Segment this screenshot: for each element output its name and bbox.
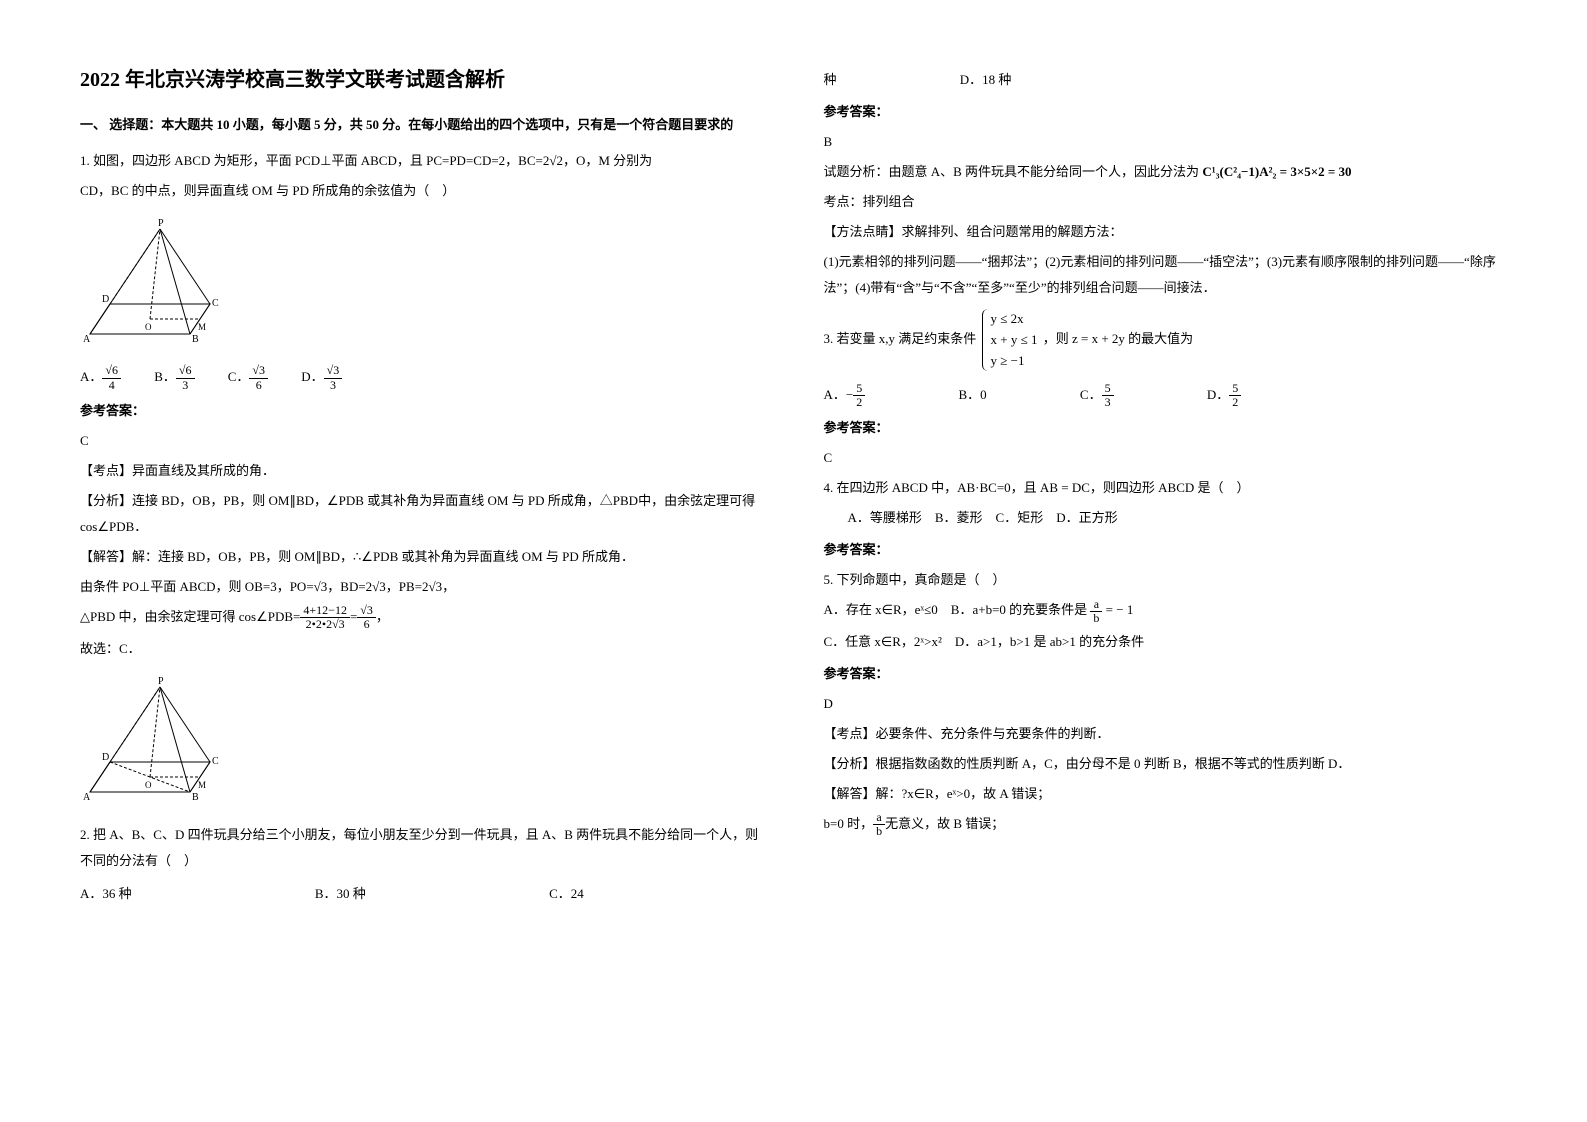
svg-text:A: A [83, 334, 91, 345]
q5-fenxi: 【分析】根据指数函数的性质判断 A，C，由分母不是 0 判断 B，根据不等式的性… [824, 751, 1508, 777]
q1-figure: P A B C D O M [80, 214, 764, 354]
q2-options: A．36 种 B．30 种 C．24 [80, 880, 764, 907]
svg-text:P: P [158, 676, 164, 687]
svg-text:D: D [102, 752, 109, 763]
svg-text:P: P [158, 218, 164, 229]
q1-stem-line2: CD，BC 的中点，则异面直线 OM 与 PD 所成角的余弦值为（ ） [80, 178, 764, 204]
q5-jieda2: b=0 时，ab无意义，故 B 错误； [824, 811, 1508, 839]
svg-text:A: A [83, 792, 91, 803]
answer-label: 参考答案： [80, 398, 764, 424]
q2-options-cont: 种 D．18 种 [824, 66, 1508, 93]
q4-options: A．等腰梯形 B．菱形 C．矩形 D．正方形 [824, 505, 1508, 531]
q1-options: A．√64 B．√63 C．√36 D．√33 [80, 364, 764, 392]
answer-label: 参考答案： [824, 661, 1508, 687]
q5-stem: 5. 下列命题中，真命题是（ ） [824, 567, 1508, 593]
q2-optD-prefix: 种 [824, 67, 837, 93]
q2-stem: 2. 把 A、B、C、D 四件玩具分给三个小朋友，每位小朋友至少分到一件玩具，且… [80, 822, 764, 874]
page-title: 2022 年北京兴涛学校高三数学文联考试题含解析 [80, 60, 764, 100]
q5-optCD: C．任意 x∈R，2ˣ>x² D．a>1，b>1 是 ab>1 的充分条件 [824, 629, 1508, 655]
svg-text:O: O [145, 780, 152, 790]
svg-text:O: O [145, 322, 152, 332]
q5-jieda1: 【解答】解：?x∈R，eˣ>0，故 A 错误； [824, 781, 1508, 807]
q2-optD: D．18 种 [960, 67, 1012, 93]
pyramid-icon: P A B C D O M [80, 672, 230, 812]
q1-stem-line1: 1. 如图，四边形 ABCD 为矩形，平面 PCD⊥平面 ABCD，且 PC=P… [80, 148, 764, 174]
svg-text:M: M [198, 780, 206, 790]
answer-label: 参考答案： [824, 99, 1508, 125]
svg-text:C: C [212, 298, 219, 309]
svg-text:B: B [192, 792, 199, 803]
q1-figure-repeat: P A B C D O M [80, 672, 764, 812]
q2-optB: B．30 种 [315, 881, 366, 907]
opt-label: B． [154, 369, 176, 384]
q2-method1: (1)元素相邻的排列问题——“捆邦法”；(2)元素相间的排列问题——“插空法”；… [824, 249, 1508, 301]
answer-label: 参考答案： [824, 415, 1508, 441]
svg-text:D: D [102, 294, 109, 305]
opt-label: A． [80, 369, 102, 384]
q2-answer: B [824, 129, 1508, 155]
svg-text:B: B [192, 334, 199, 345]
svg-text:M: M [198, 322, 206, 332]
q1-answer: C [80, 428, 764, 454]
q1-fenxi: 【分析】连接 BD，OB，PB，则 OM∥BD，∠PDB 或其补角为异面直线 O… [80, 488, 764, 540]
q3-options: A．−52 B．0 C．53 D．52 [824, 381, 1508, 409]
opt-label: D． [301, 369, 323, 384]
q1-jieda1: 【解答】解：连接 BD，OB，PB，则 OM∥BD，∴∠PDB 或其补角为异面直… [80, 544, 764, 570]
q5-optAB: A．存在 x∈R，eˣ≤0 B．a+b=0 的充要条件是 ab = − 1 [824, 597, 1508, 625]
q1-jieda2: 由条件 PO⊥平面 ABCD，则 OB=3，PO=√3，BD=2√3，PB=2√… [80, 574, 764, 600]
q2-optA: A．36 种 [80, 881, 132, 907]
answer-label: 参考答案： [824, 537, 1508, 563]
q1-kaodian: 【考点】异面直线及其所成的角． [80, 458, 764, 484]
q2-method0: 【方法点睛】求解排列、组合问题常用的解题方法： [824, 219, 1508, 245]
q5-answer: D [824, 691, 1508, 717]
q5-kaodian: 【考点】必要条件、充分条件与充要条件的判断． [824, 721, 1508, 747]
q1-jieda4: 故选：C． [80, 636, 764, 662]
section-heading: 一、 选择题：本大题共 10 小题，每小题 5 分，共 50 分。在每小题给出的… [80, 112, 764, 138]
q2-optC: C．24 [549, 881, 584, 907]
svg-text:C: C [212, 756, 219, 767]
q3-answer: C [824, 445, 1508, 471]
q4-stem: 4. 在四边形 ABCD 中，AB·BC=0，且 AB = DC，则四边形 AB… [824, 475, 1508, 501]
q2-fenxi: 试题分析：由题意 A、B 两件玩具不能分给同一个人，因此分法为 C¹₃(C²₄−… [824, 159, 1508, 185]
q2-kaodian: 考点：排列组合 [824, 189, 1508, 215]
q3-stem: 3. 若变量 x,y 满足约束条件 y ≤ 2x x + y ≤ 1 y ≥ −… [824, 305, 1508, 375]
opt-label: C． [228, 369, 250, 384]
pyramid-icon: P A B C D O M [80, 214, 230, 354]
q1-jieda3: △PBD 中，由余弦定理可得 cos∠PDB=4+12−122•2•2√3=√3… [80, 604, 764, 632]
